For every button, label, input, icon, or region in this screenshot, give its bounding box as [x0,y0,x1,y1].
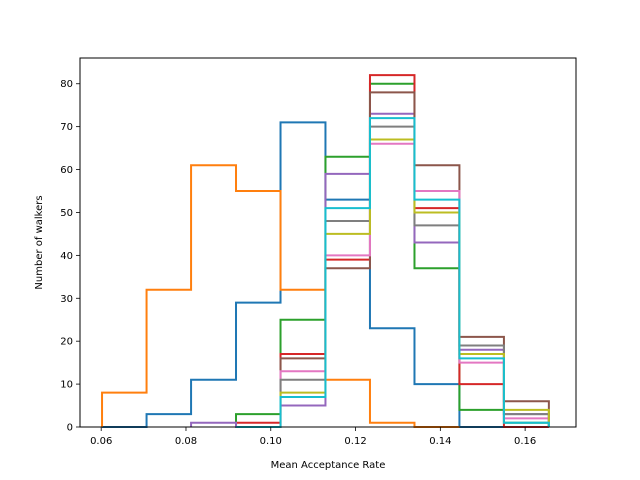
y-tick-label: 80 [60,79,73,90]
histogram-step-series-1 [102,121,504,428]
y-axis-ticks: 0 10 20 30 40 50 60 70 80 [60,79,80,434]
x-tick-label: 0.08 [175,436,197,447]
x-tick-label: 0.12 [344,436,366,447]
x-tick-label: 0.16 [514,436,536,447]
y-tick-label: 40 [60,251,73,262]
y-tick-label: 20 [60,337,73,348]
x-tick-label: 0.14 [429,436,451,447]
y-tick-label: 50 [60,208,73,219]
y-tick-label: 70 [60,122,73,133]
histogram-step-series-10 [236,117,550,428]
x-axis-ticks: 0.06 0.08 0.10 0.12 0.14 0.16 [90,427,536,447]
y-tick-label: 30 [60,294,73,305]
x-axis-label: Mean Acceptance Rate [271,460,386,471]
y-tick-label: 10 [60,380,73,391]
plot-frame [79,57,577,428]
x-tick-label: 0.10 [260,436,282,447]
y-tick-label: 60 [60,165,73,176]
x-tick-label: 0.06 [90,436,112,447]
histogram-step-series-2 [101,164,460,428]
y-axis-label: Number of walkers [34,195,45,289]
histogram-series-layer [101,74,550,428]
y-tick-label: 0 [67,423,73,434]
